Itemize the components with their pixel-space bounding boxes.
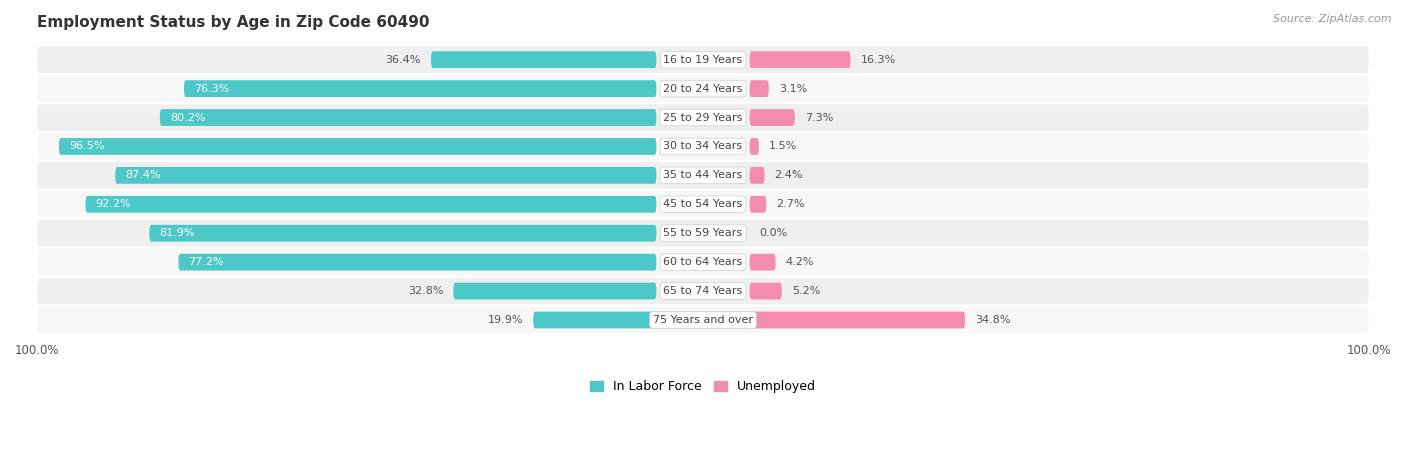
FancyBboxPatch shape <box>432 51 657 68</box>
Text: 1.5%: 1.5% <box>769 142 797 152</box>
FancyBboxPatch shape <box>37 46 1369 73</box>
FancyBboxPatch shape <box>59 138 657 155</box>
FancyBboxPatch shape <box>749 109 794 126</box>
Text: 77.2%: 77.2% <box>188 257 224 267</box>
Text: 32.8%: 32.8% <box>408 286 443 296</box>
FancyBboxPatch shape <box>37 191 1369 217</box>
Text: Employment Status by Age in Zip Code 60490: Employment Status by Age in Zip Code 604… <box>37 15 430 30</box>
FancyBboxPatch shape <box>749 51 851 68</box>
FancyBboxPatch shape <box>37 278 1369 304</box>
FancyBboxPatch shape <box>149 225 657 242</box>
FancyBboxPatch shape <box>749 283 782 299</box>
FancyBboxPatch shape <box>37 75 1369 102</box>
FancyBboxPatch shape <box>37 220 1369 247</box>
Legend: In Labor Force, Unemployed: In Labor Force, Unemployed <box>585 375 821 398</box>
Text: 7.3%: 7.3% <box>804 113 834 123</box>
FancyBboxPatch shape <box>749 254 776 271</box>
Text: 34.8%: 34.8% <box>974 315 1011 325</box>
Text: Source: ZipAtlas.com: Source: ZipAtlas.com <box>1274 14 1392 23</box>
Text: 45 to 54 Years: 45 to 54 Years <box>664 199 742 209</box>
Text: 3.1%: 3.1% <box>779 83 807 94</box>
Text: 81.9%: 81.9% <box>159 228 195 238</box>
FancyBboxPatch shape <box>37 104 1369 131</box>
Text: 87.4%: 87.4% <box>125 170 160 180</box>
Text: 35 to 44 Years: 35 to 44 Years <box>664 170 742 180</box>
Text: 16.3%: 16.3% <box>860 55 896 64</box>
Text: 20 to 24 Years: 20 to 24 Years <box>664 83 742 94</box>
Text: 2.4%: 2.4% <box>775 170 803 180</box>
FancyBboxPatch shape <box>749 80 769 97</box>
Text: 96.5%: 96.5% <box>69 142 104 152</box>
FancyBboxPatch shape <box>184 80 657 97</box>
Text: 4.2%: 4.2% <box>786 257 814 267</box>
FancyBboxPatch shape <box>533 312 657 328</box>
FancyBboxPatch shape <box>179 254 657 271</box>
Text: 75 Years and over: 75 Years and over <box>652 315 754 325</box>
FancyBboxPatch shape <box>453 283 657 299</box>
Text: 2.7%: 2.7% <box>776 199 804 209</box>
FancyBboxPatch shape <box>37 162 1369 189</box>
FancyBboxPatch shape <box>115 167 657 184</box>
Text: 80.2%: 80.2% <box>170 113 205 123</box>
FancyBboxPatch shape <box>37 133 1369 160</box>
Text: 92.2%: 92.2% <box>96 199 131 209</box>
Text: 30 to 34 Years: 30 to 34 Years <box>664 142 742 152</box>
Text: 0.0%: 0.0% <box>759 228 787 238</box>
Text: 65 to 74 Years: 65 to 74 Years <box>664 286 742 296</box>
Text: 55 to 59 Years: 55 to 59 Years <box>664 228 742 238</box>
Text: 25 to 29 Years: 25 to 29 Years <box>664 113 742 123</box>
Text: 19.9%: 19.9% <box>488 315 523 325</box>
FancyBboxPatch shape <box>37 249 1369 276</box>
Text: 36.4%: 36.4% <box>385 55 420 64</box>
FancyBboxPatch shape <box>749 138 759 155</box>
FancyBboxPatch shape <box>749 167 765 184</box>
FancyBboxPatch shape <box>160 109 657 126</box>
Text: 16 to 19 Years: 16 to 19 Years <box>664 55 742 64</box>
Text: 5.2%: 5.2% <box>792 286 820 296</box>
Text: 60 to 64 Years: 60 to 64 Years <box>664 257 742 267</box>
FancyBboxPatch shape <box>749 312 965 328</box>
FancyBboxPatch shape <box>37 307 1369 333</box>
FancyBboxPatch shape <box>86 196 657 213</box>
Text: 76.3%: 76.3% <box>194 83 229 94</box>
FancyBboxPatch shape <box>749 196 766 213</box>
